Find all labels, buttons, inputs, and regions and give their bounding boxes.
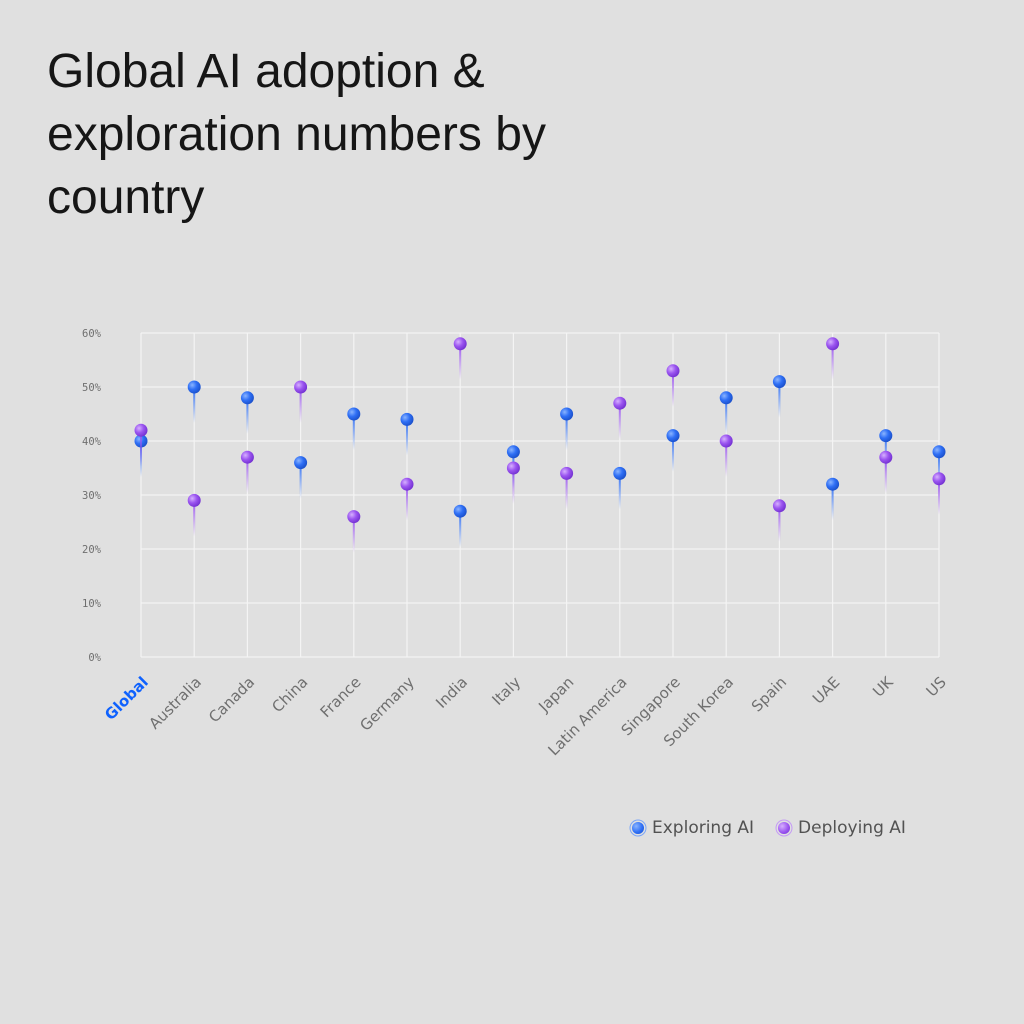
y-tick-label: 10%	[82, 598, 102, 610]
x-tick-label: Spain	[748, 673, 790, 715]
pin-tail	[618, 403, 621, 440]
pin-tail	[565, 414, 568, 450]
x-tick-label: India	[432, 673, 471, 712]
x-tick-label: US	[923, 673, 950, 700]
deploying-point	[560, 466, 574, 480]
legend: Exploring AI Deploying AI	[632, 818, 906, 838]
pin-tail	[672, 435, 674, 472]
deploying-point	[347, 510, 361, 524]
exploring-point	[187, 380, 201, 394]
exploring-point	[560, 407, 574, 421]
x-tick-label: UK	[869, 672, 897, 700]
legend-item-deploying[interactable]: Deploying AI	[778, 818, 906, 838]
pin-tail	[406, 419, 408, 456]
deploying-point	[294, 380, 308, 394]
pin-tail	[884, 457, 887, 494]
exploring-point	[506, 445, 520, 459]
exploring-point	[613, 466, 627, 480]
x-tick-label: China	[268, 673, 311, 716]
exploring-point	[666, 429, 680, 443]
purple-dot-icon	[778, 822, 791, 834]
pin-tail	[725, 397, 728, 434]
deploying-point	[400, 477, 414, 491]
pin-tail	[459, 343, 462, 380]
pin-tail	[618, 473, 621, 510]
exploring-point	[347, 407, 361, 421]
deploying-point	[666, 364, 680, 378]
legend-item-exploring[interactable]: Exploring AI	[632, 818, 754, 838]
y-tick-label: 50%	[82, 382, 102, 394]
pin-tail	[193, 500, 196, 537]
chart-title: Global AI adoption & exploration numbers…	[47, 45, 546, 224]
deploying-point	[826, 337, 840, 351]
deploying-point	[772, 499, 786, 513]
pin-tail	[246, 457, 249, 494]
exploring-point	[719, 391, 733, 405]
pin-tail	[938, 478, 940, 515]
deploying-point	[134, 423, 148, 437]
pin-tail	[831, 484, 834, 521]
pin-tail	[778, 505, 781, 542]
x-tick-label: Italy	[488, 673, 524, 709]
y-tick-label: 40%	[82, 436, 102, 448]
pin-tail	[459, 511, 462, 548]
deploying-point	[506, 461, 520, 475]
pin-tail	[352, 414, 355, 450]
exploring-point	[932, 445, 946, 459]
pin-tail	[831, 343, 834, 380]
deploying-point	[613, 396, 627, 410]
pin-tail	[778, 381, 781, 418]
y-tick-label: 30%	[82, 490, 102, 502]
deploying-point	[879, 450, 893, 464]
legend-label: Deploying AI	[798, 818, 906, 838]
y-tick-label: 0%	[88, 652, 101, 664]
y-tick-label: 60%	[82, 328, 102, 340]
pin-tail	[193, 387, 196, 423]
deploying-point	[453, 337, 467, 351]
deploying-point	[932, 472, 946, 486]
pin-tail	[299, 387, 302, 423]
y-tick-label: 20%	[82, 544, 102, 556]
x-tick-label: Australia	[145, 673, 205, 733]
pin-tail	[565, 473, 568, 510]
pin-tail	[938, 451, 940, 488]
deploying-point	[187, 493, 201, 507]
deploying-point	[240, 450, 254, 464]
x-tick-label: UAE	[809, 673, 843, 707]
pin-tail	[246, 397, 249, 434]
exploring-point	[826, 477, 840, 491]
x-tick-label: Japan	[534, 673, 577, 716]
exploring-point	[240, 391, 254, 405]
x-tick-label: Germany	[356, 673, 418, 735]
exploring-point	[453, 504, 467, 518]
pin-tail	[352, 516, 355, 553]
deploying-point	[719, 434, 733, 448]
pin-tail	[406, 484, 408, 521]
pin-tail	[672, 370, 674, 407]
legend-label: Exploring AI	[652, 818, 755, 838]
pin-tail	[140, 430, 142, 467]
pin-tail	[299, 462, 302, 499]
pin-tail	[512, 468, 515, 504]
x-tick-label: France	[317, 673, 365, 721]
x-tick-label: Canada	[205, 673, 258, 726]
exploring-point	[879, 429, 893, 443]
exploring-point	[772, 375, 786, 389]
pin-tail	[725, 441, 728, 477]
x-tick-label: Global	[101, 673, 152, 724]
exploring-point	[400, 412, 414, 426]
exploring-point	[294, 456, 308, 470]
blue-dot-icon	[632, 822, 644, 834]
